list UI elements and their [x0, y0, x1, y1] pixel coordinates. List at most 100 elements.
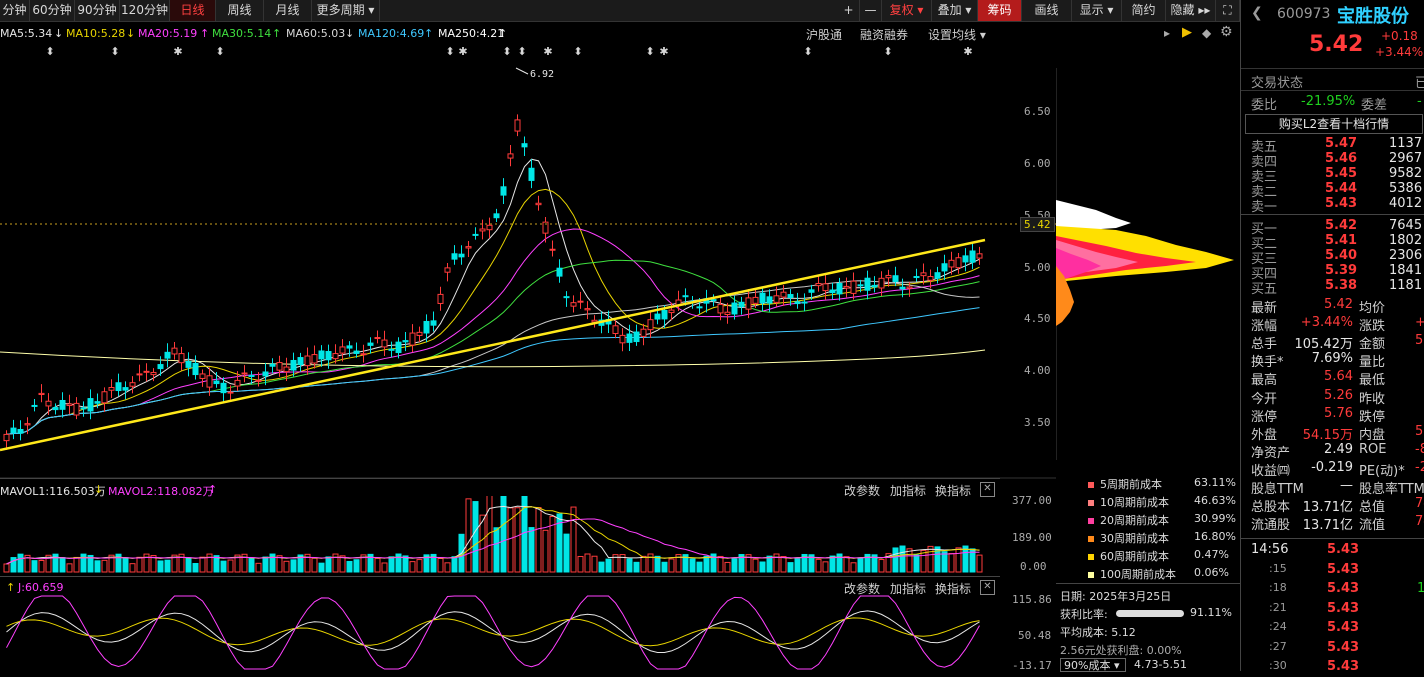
event-marker-icon[interactable]: ✱ — [659, 45, 668, 58]
kdj-add-indicator-link[interactable]: 加指标 — [890, 582, 927, 596]
event-marker-icon[interactable]: ✱ — [458, 45, 467, 58]
settings-gear-icon[interactable]: ⚙ — [1220, 24, 1233, 40]
vol-add-indicator-link[interactable]: 加指标 — [890, 484, 927, 498]
kdj-line — [6, 617, 980, 647]
candle-body — [612, 325, 619, 335]
price-axis-label: 5.00 — [1024, 261, 1051, 274]
ask-row[interactable]: 卖二 5.44 5386 — [1241, 181, 1424, 200]
set-ma-dropdown[interactable]: 设置均线 ▾ — [928, 28, 986, 42]
arrow-down-icon: ↓ — [126, 27, 136, 40]
event-marker-icon[interactable]: ⬍ — [645, 45, 654, 58]
simple-mode-button[interactable]: 简约 — [1122, 0, 1166, 21]
volume-bar — [248, 557, 255, 573]
candle-body — [801, 301, 808, 304]
period-weekly-tab[interactable]: 周线 — [216, 0, 264, 21]
event-marker-icon[interactable]: ⬍ — [803, 45, 812, 58]
volume-bar — [353, 559, 360, 573]
bid-row[interactable]: 买三 5.40 2306 — [1241, 248, 1424, 267]
stat-value: 105.42万 — [1294, 337, 1354, 353]
event-marker-icon[interactable]: ⬍ — [517, 45, 526, 58]
event-marker-icon[interactable]: ✱ — [543, 45, 552, 58]
stat-label-2: 涨跌 — [1359, 319, 1386, 335]
flag-icon[interactable]: ▸ — [1164, 26, 1171, 40]
display-dropdown[interactable]: 显示 ▾ — [1072, 0, 1122, 21]
more-periods-dropdown[interactable]: 更多周期 ▾ — [312, 0, 380, 21]
bid-row[interactable]: 买四 5.39 1841 — [1241, 263, 1424, 282]
volume-bar — [143, 553, 150, 573]
zoom-out-button[interactable]: — — [860, 0, 882, 21]
period-monthly-tab[interactable]: 月线 — [264, 0, 312, 21]
candle-body — [157, 364, 164, 370]
period-60min-tab[interactable]: 60分钟 — [30, 0, 75, 21]
period-120min-tab[interactable]: 120分钟 — [120, 0, 170, 21]
pointer-icon[interactable]: ◆ — [1202, 26, 1212, 40]
margin-trading-link[interactable]: 融资融券 — [860, 28, 909, 42]
ask-row[interactable]: 卖五 5.47 1137 — [1241, 136, 1424, 155]
chip-info-box: 日期: 2025年3月25日 获利比率: 91.11% 平均成本: 5.12 2… — [1056, 583, 1240, 672]
vol-switch-indicator-link[interactable]: 换指标 — [935, 484, 972, 498]
zoom-in-button[interactable]: + — [838, 0, 860, 21]
vol-edit-params-link[interactable]: 改参数 — [844, 484, 881, 498]
cursor-icon[interactable]: ▶ — [1182, 25, 1192, 40]
volume-bar — [185, 557, 192, 573]
volume-bar — [276, 555, 283, 573]
volume-bar — [542, 529, 549, 573]
volume-bar — [157, 560, 164, 573]
candle-body — [850, 280, 857, 294]
candle-body — [101, 391, 108, 404]
overlay-dropdown[interactable]: 叠加 ▾ — [932, 0, 978, 21]
ask-row[interactable]: 卖一 5.43 4012 — [1241, 196, 1424, 215]
volume-bar — [570, 506, 577, 573]
period-90min-tab[interactable]: 90分钟 — [75, 0, 120, 21]
candle-body — [290, 359, 297, 371]
draw-line-button[interactable]: 画线 — [1022, 0, 1072, 21]
order-price: 5.46 — [1325, 151, 1358, 166]
event-marker-icon[interactable]: ⬍ — [502, 45, 511, 58]
cost-label: 100周期前成本 — [1100, 568, 1176, 581]
event-marker-icon[interactable]: ⬍ — [45, 45, 54, 58]
close-icon[interactable]: ✕ — [980, 482, 995, 497]
event-marker-icon[interactable]: ⬍ — [573, 45, 582, 58]
kdj-chart — [6, 595, 980, 670]
close-icon[interactable]: ✕ — [980, 580, 995, 595]
cost-range-select[interactable]: 90%成本 ▾ — [1060, 658, 1126, 672]
volume-bar — [647, 553, 654, 573]
bid-row[interactable]: 买五 5.38 1181 — [1241, 278, 1424, 297]
bid-row[interactable]: 买一 5.42 7645 — [1241, 218, 1424, 237]
event-marker-icon[interactable]: ⬍ — [883, 45, 892, 58]
stat-value: 13.71亿 — [1302, 518, 1353, 534]
event-marker-icon[interactable]: ⬍ — [215, 45, 224, 58]
candle-body — [731, 302, 738, 315]
kline-chart[interactable]: ⬍ ⬍ ✱ ⬍ ⬍ ✱ ⬍ ⬍ ✱ ⬍ ⬍ ✱ ⬍ ⬍ ✱ 6.92 — [0, 40, 1056, 480]
ask-row[interactable]: 卖四 5.46 2967 — [1241, 151, 1424, 170]
volume-bar — [948, 553, 955, 573]
volume-bar — [591, 555, 598, 573]
event-marker-icon[interactable]: ✱ — [173, 45, 182, 58]
peak-annotation: 6.92 — [515, 67, 554, 80]
kdj-edit-params-link[interactable]: 改参数 — [844, 582, 881, 596]
adjust-dropdown[interactable]: 复权 ▾ — [882, 0, 932, 21]
stock-code: 600973 — [1277, 6, 1331, 22]
back-chevron-icon[interactable]: ❮ — [1251, 5, 1263, 21]
volume-bar — [24, 554, 31, 573]
event-marker-icon[interactable]: ⬍ — [110, 45, 119, 58]
stat-label: 最新 — [1251, 301, 1278, 316]
volume-bar — [787, 562, 794, 573]
l2-quote-link[interactable]: 购买L2查看十档行情 — [1245, 114, 1423, 134]
chips-button[interactable]: 筹码 — [978, 0, 1022, 21]
candle-body — [269, 363, 276, 367]
period-daily-tab[interactable]: 日线 — [170, 0, 216, 21]
period-minute-tab[interactable]: 分钟 — [0, 0, 30, 21]
kdj-switch-indicator-link[interactable]: 换指标 — [935, 582, 972, 596]
candle-body — [80, 407, 87, 410]
volume-bar — [766, 555, 773, 573]
ask-row[interactable]: 卖三 5.45 9582 — [1241, 166, 1424, 185]
candle-body — [171, 347, 178, 355]
candle-body — [304, 355, 311, 367]
bid-row[interactable]: 买二 5.41 1802 — [1241, 233, 1424, 252]
hk-connect-link[interactable]: 沪股通 — [806, 28, 843, 42]
hide-button[interactable]: 隐藏 ▸▸ — [1166, 0, 1216, 21]
event-marker-icon[interactable]: ✱ — [963, 45, 972, 58]
fullscreen-icon[interactable]: ⛶ — [1216, 0, 1240, 21]
event-marker-icon[interactable]: ⬍ — [445, 45, 454, 58]
